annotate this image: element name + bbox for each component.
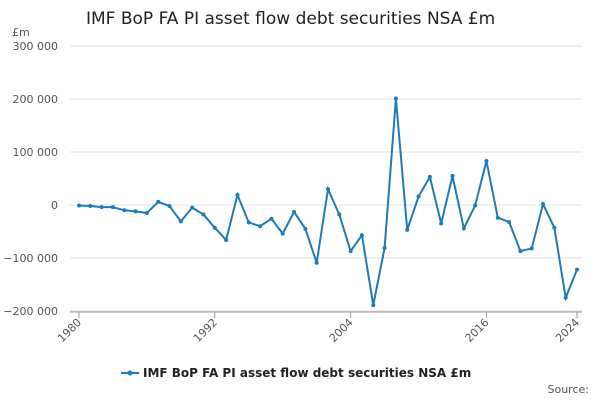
data-point <box>156 199 161 204</box>
data-point <box>348 249 353 254</box>
data-point <box>77 203 81 208</box>
data-point <box>190 205 195 210</box>
data-point <box>473 203 478 208</box>
data-point <box>178 219 183 224</box>
data-point <box>439 221 444 226</box>
data-point <box>144 210 149 215</box>
data-point <box>235 192 240 197</box>
chart-title: IMF BoP FA PI asset flow debt securities… <box>86 9 495 29</box>
y-tick-label: 200 000 <box>13 93 59 106</box>
data-point <box>541 201 546 206</box>
data-point <box>258 224 263 229</box>
data-line <box>78 98 578 306</box>
data-point <box>484 159 489 164</box>
data-point <box>359 233 364 238</box>
data-point <box>529 246 534 251</box>
data-point <box>507 219 512 224</box>
x-tick-label: 1980 <box>55 316 84 345</box>
y-tick-label: 0 <box>51 199 58 212</box>
data-point <box>563 295 568 300</box>
data-point <box>88 204 93 209</box>
data-point <box>405 227 410 232</box>
x-tick-label: 2004 <box>327 316 356 345</box>
data-point <box>337 212 342 217</box>
data-point <box>280 231 285 236</box>
y-tick-label: 300 000 <box>13 40 59 53</box>
data-point <box>269 216 274 221</box>
data-point <box>450 173 455 178</box>
data-point <box>326 187 330 192</box>
x-tick-label: 2016 <box>463 316 492 345</box>
data-point <box>303 226 308 231</box>
data-point <box>99 205 104 210</box>
x-tick-label: 2024 <box>553 316 582 345</box>
data-point <box>518 249 523 254</box>
data-point <box>133 209 138 214</box>
x-tick-label: 1992 <box>191 316 220 345</box>
y-tick-label: −100 000 <box>3 252 58 265</box>
data-point <box>495 215 500 220</box>
data-point <box>371 303 376 308</box>
data-point <box>122 208 127 213</box>
data-point <box>246 220 251 225</box>
data-point <box>212 225 217 230</box>
data-point <box>427 174 432 179</box>
data-point <box>393 96 398 101</box>
data-point <box>552 225 557 230</box>
data-point <box>382 245 387 250</box>
data-point <box>314 260 319 265</box>
y-tick-label: 100 000 <box>13 146 59 159</box>
data-point <box>416 194 421 199</box>
data-point <box>575 267 579 272</box>
data-point <box>167 204 172 209</box>
y-axis-label: £m <box>12 26 30 39</box>
data-point <box>110 205 115 210</box>
y-tick-label: −200 000 <box>3 305 58 318</box>
legend-marker <box>127 370 133 376</box>
source: Source: <box>548 383 590 396</box>
data-point <box>461 226 466 231</box>
legend-label: IMF BoP FA PI asset flow debt securities… <box>143 366 471 380</box>
data-point <box>201 212 206 217</box>
data-point <box>292 209 297 214</box>
data-point <box>224 237 229 242</box>
